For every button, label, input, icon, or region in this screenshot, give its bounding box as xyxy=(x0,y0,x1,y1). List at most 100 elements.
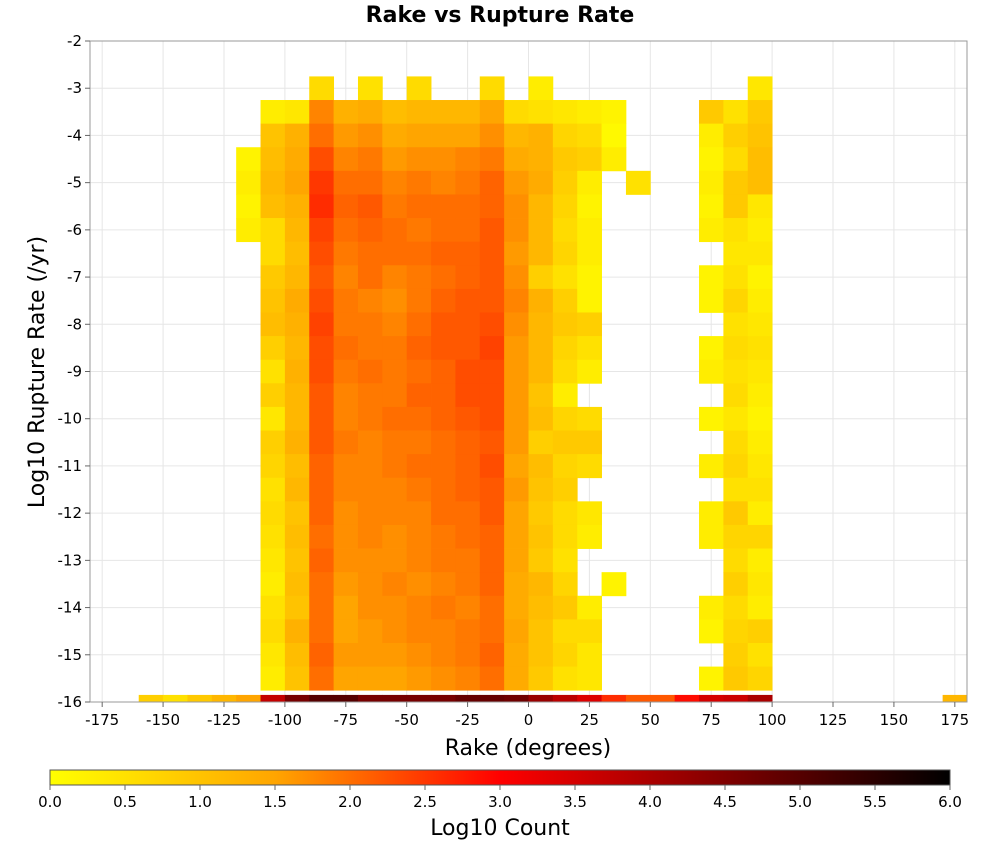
heatmap-cell xyxy=(577,194,602,219)
y-tick-label: -11 xyxy=(58,457,83,475)
heatmap-cell xyxy=(357,524,383,549)
heatmap-cell xyxy=(504,100,529,125)
heatmap-cell xyxy=(333,265,359,290)
y-tick-label: -13 xyxy=(58,551,83,569)
heatmap-cell xyxy=(431,406,456,431)
heatmap-cell xyxy=(455,430,481,455)
heatmap-cell xyxy=(406,359,432,384)
heatmap-cell xyxy=(504,477,529,502)
heatmap-cell xyxy=(284,359,310,384)
heatmap-cell xyxy=(406,147,432,172)
x-axis-ticks: -175 -150 -125 -100 -75 -50 -25 0 25 50 75 100 125 15… xyxy=(85,702,969,729)
heatmap-cell xyxy=(309,76,335,101)
heatmap-cell xyxy=(431,100,456,125)
heatmap-cell xyxy=(260,170,286,195)
heatmap-cell xyxy=(260,406,286,431)
heatmap-cell xyxy=(747,619,773,644)
heatmap-cell xyxy=(455,406,481,431)
heatmap-cell xyxy=(406,406,432,431)
heatmap-cell xyxy=(333,194,359,219)
heatmap-cell xyxy=(455,454,481,479)
heatmap-cell xyxy=(747,359,773,384)
heatmap-cell xyxy=(723,241,749,266)
heatmap-cell xyxy=(455,170,481,195)
heatmap-cell xyxy=(723,194,749,219)
heatmap-cell xyxy=(723,477,749,502)
heatmap-cell xyxy=(260,501,286,526)
heatmap-cell xyxy=(284,218,310,243)
heatmap-cell xyxy=(528,548,554,573)
heatmap-cell xyxy=(528,100,554,125)
heatmap-cell-bottom xyxy=(723,694,749,702)
heatmap-cell xyxy=(528,265,554,290)
heatmap-cell xyxy=(333,218,359,243)
heatmap-cell xyxy=(552,666,578,691)
heatmap-cell xyxy=(406,454,432,479)
heatmap-cell xyxy=(309,666,335,691)
heatmap-cell xyxy=(699,218,724,243)
colorbar-tick-label: 4.5 xyxy=(713,793,737,811)
heatmap-cell xyxy=(333,477,359,502)
x-tick-label: 125 xyxy=(819,711,848,729)
heatmap-cell-bottom xyxy=(260,694,286,702)
heatmap-cell-bottom xyxy=(406,694,432,702)
heatmap-cell xyxy=(577,501,602,526)
heatmap-cell xyxy=(455,265,481,290)
heatmap-cell xyxy=(455,218,481,243)
heatmap-cell xyxy=(357,312,383,337)
heatmap-cell xyxy=(747,218,773,243)
heatmap-cell xyxy=(528,619,554,644)
heatmap-cell xyxy=(382,501,408,526)
heatmap-cell xyxy=(747,265,773,290)
heatmap-cell xyxy=(309,170,335,195)
x-tick-label: 75 xyxy=(702,711,721,729)
heatmap-cell xyxy=(406,100,432,125)
y-tick-label: -14 xyxy=(58,599,83,617)
y-tick-label: -7 xyxy=(67,268,82,286)
heatmap-cell xyxy=(723,666,749,691)
heatmap-cell xyxy=(552,336,578,361)
heatmap-cell-bottom xyxy=(163,694,188,702)
heatmap-cell xyxy=(552,642,578,667)
heatmap-cell-bottom xyxy=(747,694,773,702)
heatmap-cell-bottom xyxy=(187,694,213,702)
heatmap-cell xyxy=(357,383,383,408)
heatmap-cell xyxy=(284,642,310,667)
heatmap-cell xyxy=(504,194,529,219)
heatmap-cell xyxy=(528,595,554,620)
heatmap-cell xyxy=(747,406,773,431)
heatmap-cell xyxy=(406,524,432,549)
heatmap-cell xyxy=(577,454,602,479)
heatmap-cell xyxy=(284,595,310,620)
heatmap-cell xyxy=(552,170,578,195)
heatmap-cell xyxy=(455,524,481,549)
heatmap-cell xyxy=(357,666,383,691)
heatmap-cell xyxy=(357,147,383,172)
heatmap-cell xyxy=(625,170,651,195)
y-tick-label: -16 xyxy=(58,693,83,711)
heatmap-cell xyxy=(528,170,554,195)
heatmap-cell xyxy=(333,336,359,361)
heatmap-cell xyxy=(723,406,749,431)
heatmap-cell xyxy=(406,265,432,290)
heatmap-cell-bottom xyxy=(479,694,505,702)
heatmap-cell xyxy=(577,336,602,361)
heatmap-cell xyxy=(528,572,554,597)
heatmap-cell xyxy=(723,595,749,620)
heatmap-cell xyxy=(382,383,408,408)
heatmap-cell xyxy=(747,666,773,691)
heatmap-cell xyxy=(528,430,554,455)
heatmap-cell xyxy=(455,288,481,313)
heatmap-cell xyxy=(309,642,335,667)
heatmap-cell xyxy=(284,241,310,266)
heatmap-cell xyxy=(309,595,335,620)
heatmap-cell xyxy=(747,288,773,313)
heatmap-cell xyxy=(723,383,749,408)
heatmap-cell xyxy=(699,170,724,195)
heatmap-cell xyxy=(309,288,335,313)
heatmap-cell xyxy=(699,265,724,290)
heatmap-cell xyxy=(382,100,408,125)
heatmap-cell-bottom xyxy=(504,694,529,702)
heatmap-cell xyxy=(723,265,749,290)
